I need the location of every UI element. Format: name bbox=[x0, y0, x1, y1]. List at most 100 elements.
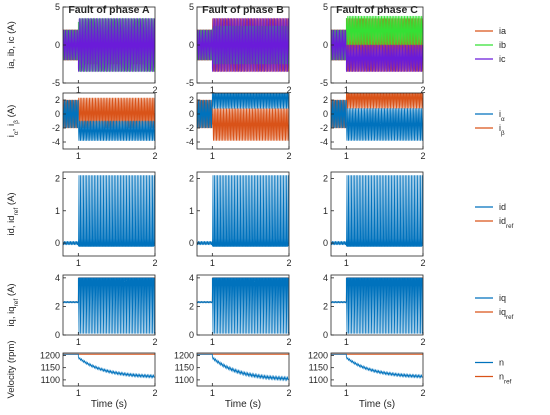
y-tick-label: 4 bbox=[55, 273, 60, 283]
panel-r0-c0 bbox=[62, 6, 156, 84]
legend-label: iq bbox=[499, 293, 506, 303]
x-tick-label: 1 bbox=[76, 85, 81, 95]
series-line bbox=[331, 277, 423, 334]
y-tick-label: -2 bbox=[320, 123, 328, 133]
x-tick-label: 1 bbox=[76, 151, 81, 161]
panel-r3-c0 bbox=[62, 274, 156, 336]
series-line bbox=[197, 93, 289, 129]
y-tick-label: 0 bbox=[55, 109, 60, 119]
x-tick-label: 2 bbox=[152, 388, 157, 398]
y-axis-label: iq, iqref (A) bbox=[6, 283, 20, 326]
y-tick-label: 2 bbox=[323, 301, 328, 311]
series-line bbox=[331, 93, 423, 129]
y-tick-label: 1100 bbox=[309, 375, 328, 385]
x-axis-label: Time (s) bbox=[225, 399, 261, 410]
y-tick-label: 2 bbox=[189, 301, 194, 311]
x-tick-label: 2 bbox=[286, 388, 291, 398]
legend-label: iα bbox=[499, 109, 505, 123]
series-line bbox=[331, 15, 423, 61]
legend-label: ia bbox=[499, 26, 506, 36]
panel-r3-c2 bbox=[330, 274, 424, 336]
x-tick-label: 2 bbox=[286, 85, 291, 95]
y-tick-label: 0 bbox=[189, 238, 194, 248]
y-tick-label: 1200 bbox=[174, 350, 194, 360]
x-tick-label: 1 bbox=[76, 388, 81, 398]
series-line bbox=[63, 99, 155, 141]
series-line bbox=[63, 277, 155, 334]
legend-label: iqref bbox=[499, 307, 514, 321]
y-tick-label: 1150 bbox=[175, 363, 194, 373]
panel-r1-c2 bbox=[330, 92, 424, 150]
x-tick-label: 2 bbox=[286, 258, 291, 268]
axes-box bbox=[330, 92, 424, 150]
axes-box bbox=[196, 352, 290, 387]
column-title: Fault of phase A bbox=[68, 4, 150, 16]
series-line bbox=[63, 17, 155, 73]
panel-r1-c1 bbox=[196, 92, 290, 150]
y-tick-label: 1150 bbox=[41, 363, 60, 373]
legend: ia ib ic bbox=[475, 26, 506, 64]
axes-box bbox=[196, 274, 290, 336]
legend-label: ib bbox=[499, 40, 506, 50]
y-tick-label: 0 bbox=[189, 40, 194, 50]
legend-label: iβ bbox=[499, 123, 505, 137]
y-tick-label: 1 bbox=[55, 206, 60, 216]
series-line bbox=[63, 175, 155, 247]
x-tick-label: 1 bbox=[344, 151, 349, 161]
panel-r2-c0 bbox=[62, 171, 156, 257]
y-tick-label: -4 bbox=[186, 137, 194, 147]
y-axis-label: ia, ib, ic (A) bbox=[6, 21, 17, 69]
x-tick-label: 2 bbox=[152, 85, 157, 95]
x-tick-label: 2 bbox=[420, 85, 425, 95]
x-axis-label: Time (s) bbox=[91, 399, 127, 410]
y-tick-label: 0 bbox=[323, 40, 328, 50]
x-tick-label: 2 bbox=[152, 337, 157, 347]
axes-box bbox=[330, 352, 424, 387]
x-tick-label: 1 bbox=[210, 258, 215, 268]
x-tick-label: 2 bbox=[420, 388, 425, 398]
panel-r4-c2 bbox=[330, 352, 424, 387]
y-tick-label: 5 bbox=[323, 2, 328, 12]
axes-box bbox=[62, 171, 156, 257]
panel-r0-c2 bbox=[330, 6, 424, 84]
x-tick-label: 1 bbox=[344, 337, 349, 347]
y-tick-label: 0 bbox=[189, 330, 194, 340]
x-tick-label: 1 bbox=[76, 337, 81, 347]
axes-box bbox=[196, 92, 290, 150]
series-line bbox=[197, 175, 289, 247]
y-tick-label: 0 bbox=[55, 238, 60, 248]
y-tick-label: -4 bbox=[52, 137, 60, 147]
legend-label: ic bbox=[499, 54, 506, 64]
y-tick-label: -5 bbox=[52, 78, 60, 88]
y-tick-label: 1100 bbox=[41, 375, 60, 385]
panel-r4-c1 bbox=[196, 352, 290, 387]
y-tick-label: 1150 bbox=[309, 363, 328, 373]
legend-label: nref bbox=[499, 372, 512, 386]
y-tick-label: 1 bbox=[323, 206, 328, 216]
x-tick-label: 2 bbox=[286, 337, 291, 347]
series-line bbox=[331, 99, 423, 141]
y-tick-label: 1 bbox=[189, 206, 194, 216]
axes-box bbox=[62, 92, 156, 150]
x-tick-label: 1 bbox=[344, 388, 349, 398]
panel-r2-c1 bbox=[196, 171, 290, 257]
x-tick-label: 1 bbox=[210, 388, 215, 398]
series-line bbox=[331, 353, 423, 379]
y-axis-label: iα, iβ (A) bbox=[6, 105, 20, 138]
panel-r3-c1 bbox=[196, 274, 290, 336]
y-tick-label: 0 bbox=[55, 40, 60, 50]
y-tick-label: 2 bbox=[55, 173, 60, 183]
y-tick-label: -2 bbox=[186, 123, 194, 133]
series-line bbox=[63, 353, 155, 379]
y-tick-label: -4 bbox=[320, 137, 328, 147]
x-tick-label: 1 bbox=[210, 337, 215, 347]
axes-box bbox=[330, 171, 424, 257]
y-tick-label: 4 bbox=[189, 273, 194, 283]
y-tick-label: 2 bbox=[189, 173, 194, 183]
legend-label: idref bbox=[499, 216, 514, 230]
y-axis-label: Velocity (rpm) bbox=[6, 340, 17, 398]
series-line bbox=[197, 17, 289, 73]
y-tick-label: 0 bbox=[323, 238, 328, 248]
legend: iq iqref bbox=[475, 293, 514, 321]
